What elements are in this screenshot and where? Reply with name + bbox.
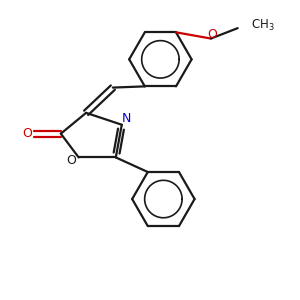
Text: O: O — [22, 127, 32, 140]
Text: O: O — [208, 28, 218, 40]
Text: N: N — [122, 112, 131, 125]
Text: CH$_3$: CH$_3$ — [251, 18, 275, 33]
Text: O: O — [66, 154, 76, 167]
